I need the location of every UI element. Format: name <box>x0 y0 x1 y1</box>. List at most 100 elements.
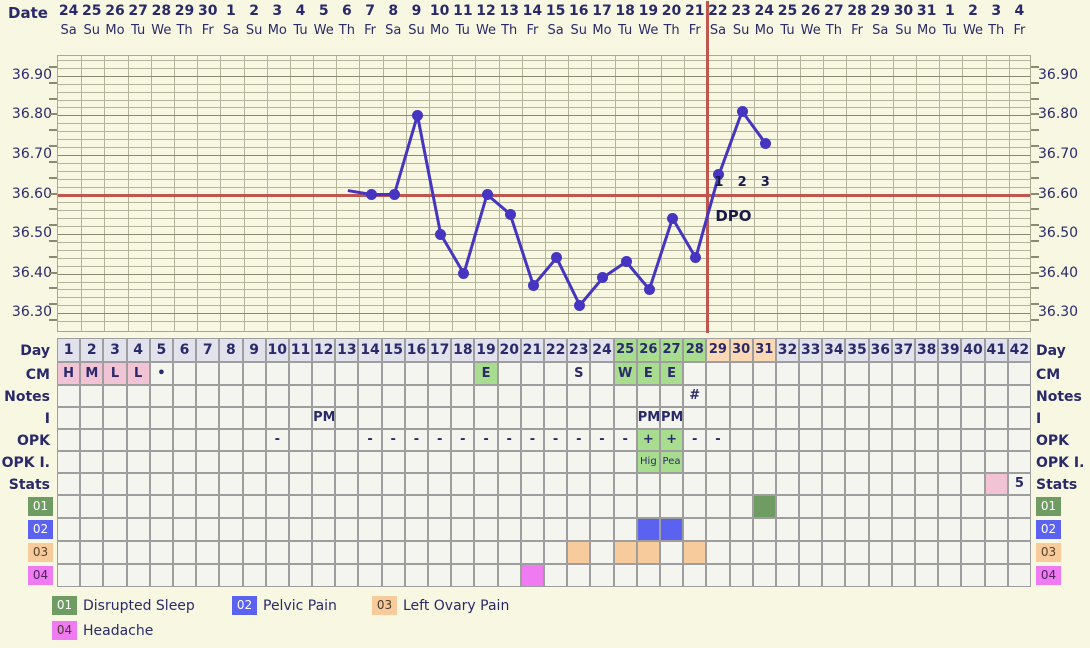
opk_i-cell[interactable] <box>196 451 220 473</box>
i-cell[interactable] <box>497 407 521 429</box>
notes-cell[interactable] <box>1007 385 1031 407</box>
i-cell[interactable] <box>799 407 823 429</box>
symptom-cell-03[interactable] <box>288 541 313 564</box>
opk_i-cell[interactable] <box>172 451 197 473</box>
i-cell[interactable] <box>219 407 243 429</box>
symptom-cell-04[interactable] <box>451 564 475 587</box>
temperature-point[interactable] <box>458 268 470 280</box>
symptom-cell-01[interactable] <box>659 495 684 518</box>
stats-cell[interactable] <box>149 473 173 495</box>
symptom-cell-04[interactable] <box>428 564 452 587</box>
symptom-cell-03[interactable] <box>335 541 359 564</box>
stats-cell[interactable] <box>683 473 707 495</box>
cm-cell[interactable]: M <box>80 362 104 385</box>
i-cell[interactable] <box>265 407 289 429</box>
symptom-cell-03[interactable] <box>172 541 197 564</box>
opk_i-cell[interactable] <box>961 451 985 473</box>
day-header-cell[interactable]: 22 <box>544 338 568 362</box>
i-cell[interactable] <box>451 407 475 429</box>
symptom-cell-04[interactable] <box>636 564 660 587</box>
stats-cell[interactable] <box>868 473 892 495</box>
temperature-point[interactable] <box>481 189 493 200</box>
symptom-cell-02[interactable] <box>659 518 684 541</box>
symptom-cell-02[interactable] <box>451 518 475 541</box>
opk-cell[interactable] <box>915 429 939 451</box>
i-cell[interactable]: PM <box>659 407 684 429</box>
opk-cell[interactable] <box>775 429 800 451</box>
day-header-cell[interactable]: 37 <box>891 338 916 362</box>
opk-cell[interactable]: - <box>706 429 730 451</box>
symptom-cell-01[interactable] <box>752 495 776 518</box>
i-cell[interactable] <box>891 407 916 429</box>
notes-cell[interactable] <box>335 385 359 407</box>
symptom-cell-01[interactable] <box>984 495 1008 518</box>
symptom-cell-03[interactable] <box>822 541 846 564</box>
opk_i-cell[interactable] <box>335 451 359 473</box>
symptom-cell-04[interactable] <box>103 564 127 587</box>
opk-cell[interactable]: - <box>613 429 637 451</box>
cm-cell[interactable]: L <box>126 362 150 385</box>
symptom-cell-01[interactable] <box>520 495 544 518</box>
stats-cell[interactable] <box>358 473 382 495</box>
symptom-cell-01[interactable] <box>1007 495 1031 518</box>
opk-cell[interactable] <box>938 429 962 451</box>
symptom-cell-04[interactable] <box>683 564 707 587</box>
i-cell[interactable] <box>706 407 730 429</box>
symptom-cell-04[interactable] <box>196 564 220 587</box>
stats-cell[interactable] <box>891 473 916 495</box>
i-cell[interactable] <box>242 407 266 429</box>
opk-cell[interactable] <box>799 429 823 451</box>
cm-cell[interactable] <box>196 362 220 385</box>
symptom-cell-01[interactable] <box>799 495 823 518</box>
notes-cell[interactable] <box>288 385 313 407</box>
day-header-cell[interactable]: 39 <box>938 338 962 362</box>
day-header-cell[interactable]: 35 <box>845 338 869 362</box>
opk_i-cell[interactable] <box>242 451 266 473</box>
stats-cell[interactable] <box>126 473 150 495</box>
symptom-cell-02[interactable] <box>845 518 869 541</box>
symptom-cell-02[interactable] <box>358 518 382 541</box>
symptom-cell-04[interactable] <box>474 564 498 587</box>
stats-cell[interactable] <box>288 473 313 495</box>
notes-cell[interactable]: # <box>683 385 707 407</box>
notes-cell[interactable] <box>80 385 104 407</box>
symptom-cell-03[interactable] <box>265 541 289 564</box>
symptom-cell-02[interactable] <box>497 518 521 541</box>
symptom-cell-01[interactable] <box>428 495 452 518</box>
day-header-cell[interactable]: 9 <box>242 338 266 362</box>
notes-cell[interactable] <box>799 385 823 407</box>
symptom-cell-02[interactable] <box>288 518 313 541</box>
i-cell[interactable] <box>915 407 939 429</box>
cm-cell[interactable] <box>288 362 313 385</box>
cm-cell[interactable] <box>335 362 359 385</box>
symptom-cell-01[interactable] <box>57 495 81 518</box>
stats-cell[interactable] <box>265 473 289 495</box>
symptom-cell-01[interactable] <box>590 495 614 518</box>
symptom-cell-02[interactable] <box>775 518 800 541</box>
stats-cell[interactable] <box>242 473 266 495</box>
symptom-cell-01[interactable] <box>567 495 591 518</box>
symptom-cell-01[interactable] <box>497 495 521 518</box>
day-header-cell[interactable]: 8 <box>219 338 243 362</box>
temperature-graph[interactable]: 1 2 3 DPO <box>57 1 1031 333</box>
symptom-cell-04[interactable] <box>288 564 313 587</box>
symptom-cell-01[interactable] <box>196 495 220 518</box>
symptom-cell-03[interactable] <box>242 541 266 564</box>
day-header-cell[interactable]: 21 <box>520 338 544 362</box>
i-cell[interactable] <box>172 407 197 429</box>
symptom-cell-04[interactable] <box>868 564 892 587</box>
i-cell[interactable] <box>196 407 220 429</box>
symptom-cell-03[interactable] <box>1007 541 1031 564</box>
notes-cell[interactable] <box>752 385 776 407</box>
notes-cell[interactable] <box>428 385 452 407</box>
symptom-cell-02[interactable] <box>891 518 916 541</box>
symptom-cell-03[interactable] <box>683 541 707 564</box>
symptom-cell-02[interactable] <box>335 518 359 541</box>
symptom-cell-02[interactable] <box>544 518 568 541</box>
symptom-cell-04[interactable] <box>497 564 521 587</box>
symptom-cell-03[interactable] <box>590 541 614 564</box>
symptom-cell-02[interactable] <box>822 518 846 541</box>
symptom-cell-01[interactable] <box>729 495 753 518</box>
stats-cell[interactable] <box>938 473 962 495</box>
symptom-cell-02[interactable] <box>312 518 336 541</box>
